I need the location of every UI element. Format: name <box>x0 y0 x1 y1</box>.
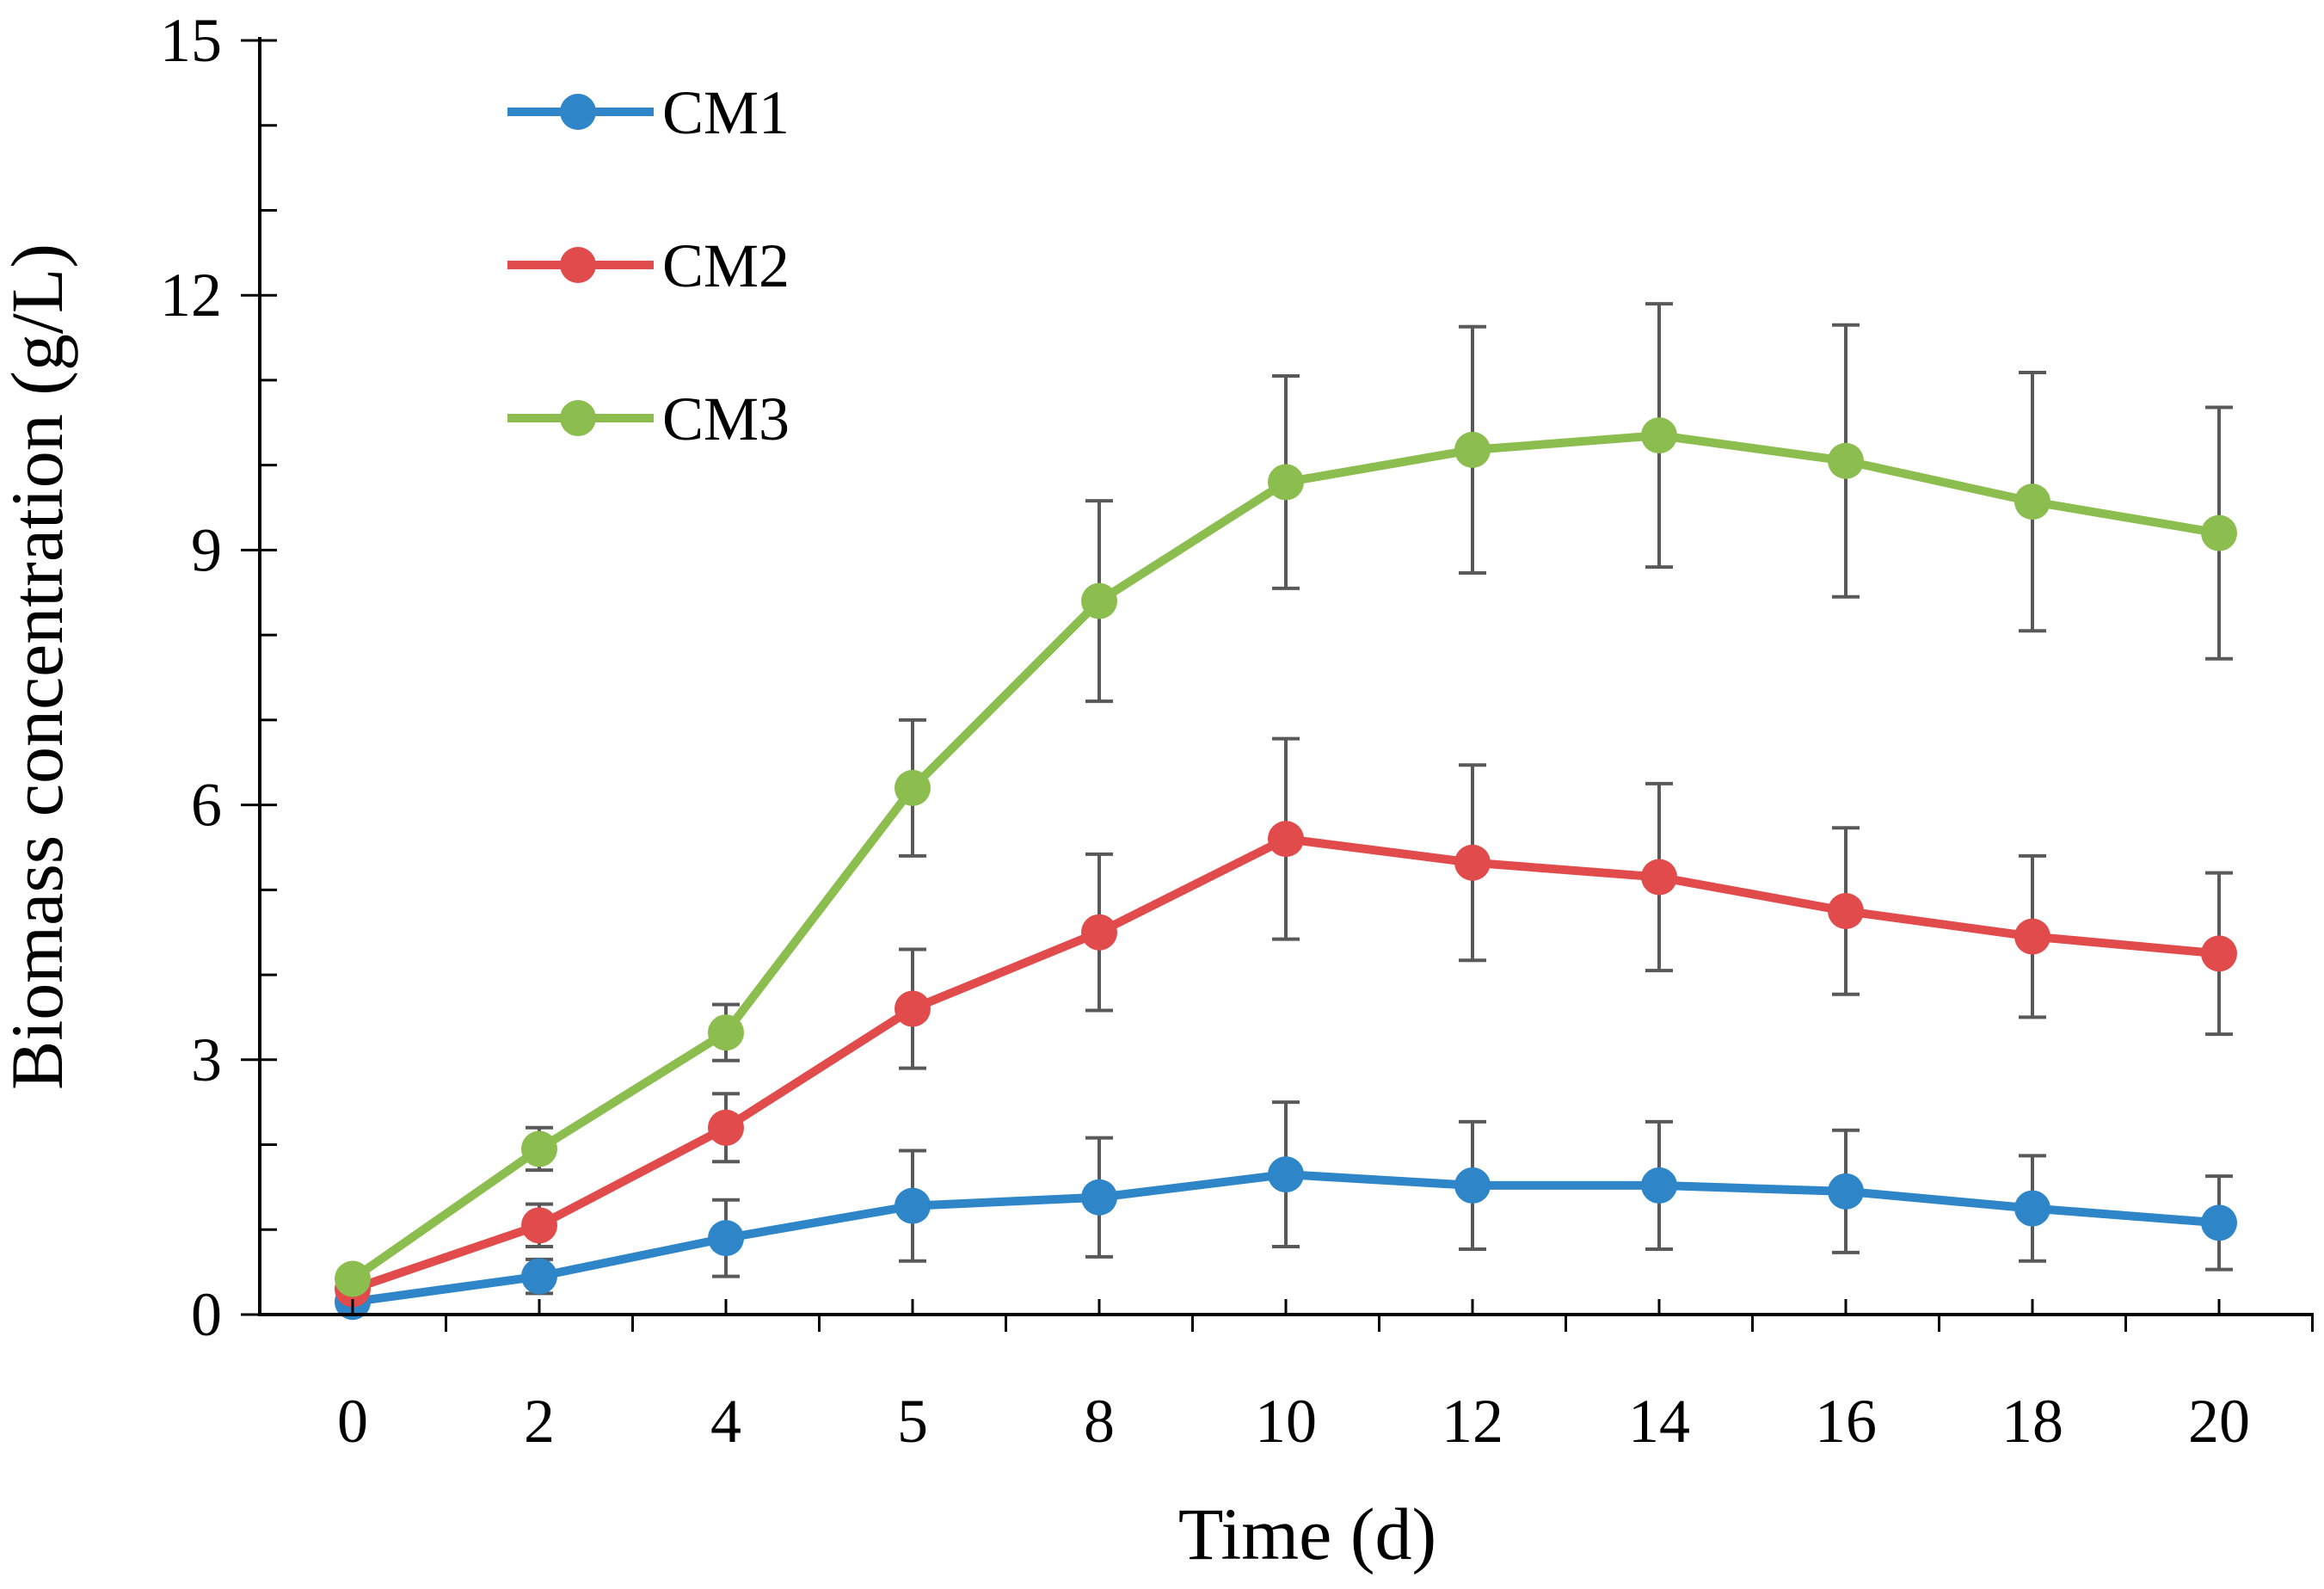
data-point <box>1081 914 1117 951</box>
data-point <box>1641 859 1677 896</box>
series-lines <box>335 417 2237 1321</box>
legend-marker <box>560 400 596 436</box>
data-point <box>1081 1179 1117 1216</box>
y-tick-label: 12 <box>160 261 222 330</box>
data-point <box>1454 1167 1491 1204</box>
x-tick-label: 18 <box>2001 1387 2063 1456</box>
data-point <box>1828 1173 1864 1210</box>
data-point <box>708 1220 744 1257</box>
legend-entry-cm1: CM1 <box>507 78 790 147</box>
data-point <box>521 1130 557 1167</box>
legend-marker <box>560 247 596 283</box>
data-point <box>2201 935 2237 972</box>
data-point <box>2014 1190 2050 1227</box>
y-tick-label: 15 <box>160 6 222 75</box>
series-cm3 <box>335 417 2237 1297</box>
data-point <box>1641 1167 1677 1204</box>
legend-marker <box>560 94 596 130</box>
legend: CM1 CM2 CM3 <box>507 78 790 453</box>
x-tick-label: 10 <box>1255 1387 1317 1456</box>
data-point <box>895 1187 931 1224</box>
legend-label: CM1 <box>662 78 790 147</box>
x-tick-label: 12 <box>1442 1387 1503 1456</box>
axes: 0 3 6 9 12 15 0 2 4 5 8 10 12 14 16 18 20 <box>160 6 2314 1456</box>
x-tick-label: 0 <box>337 1387 368 1456</box>
data-point <box>2201 1204 2237 1241</box>
x-tick-label: 8 <box>1084 1387 1115 1456</box>
data-point <box>1828 442 1864 479</box>
data-point <box>895 769 931 806</box>
y-axis-title: Biomass concentration (g/L) <box>0 243 78 1090</box>
data-point <box>895 990 931 1027</box>
legend-entry-cm2: CM2 <box>507 231 790 300</box>
data-point <box>1268 821 1304 858</box>
x-tick-label: 2 <box>524 1387 555 1456</box>
legend-label: CM3 <box>662 385 790 453</box>
data-point <box>1268 1156 1304 1193</box>
data-point <box>2014 483 2050 520</box>
x-tick-label: 14 <box>1628 1387 1690 1456</box>
data-point <box>2201 514 2237 551</box>
y-tick-label: 3 <box>191 1025 222 1094</box>
data-point <box>708 1014 744 1051</box>
y-tick-label: 0 <box>191 1280 222 1349</box>
data-point <box>1454 431 1491 468</box>
error-bars-cm1 <box>339 1100 2233 1313</box>
x-tick-label: 5 <box>897 1387 928 1456</box>
data-point <box>1828 893 1864 930</box>
data-point <box>1081 582 1117 619</box>
data-point <box>2014 918 2050 955</box>
data-point <box>708 1109 744 1146</box>
x-tick-label: 4 <box>710 1387 741 1456</box>
x-tick-label: 16 <box>1815 1387 1877 1456</box>
legend-entry-cm3: CM3 <box>507 385 790 453</box>
data-point <box>1268 464 1304 501</box>
data-point <box>335 1260 371 1297</box>
legend-label: CM2 <box>662 231 790 300</box>
data-point <box>1454 844 1491 881</box>
data-point <box>1641 417 1677 454</box>
x-axis-title: Time (d) <box>1178 1493 1436 1575</box>
data-point <box>521 1258 557 1295</box>
y-tick-label: 6 <box>191 771 222 840</box>
x-tick-label: 20 <box>2188 1387 2250 1456</box>
data-point <box>521 1207 557 1244</box>
y-tick-label: 9 <box>191 515 222 584</box>
